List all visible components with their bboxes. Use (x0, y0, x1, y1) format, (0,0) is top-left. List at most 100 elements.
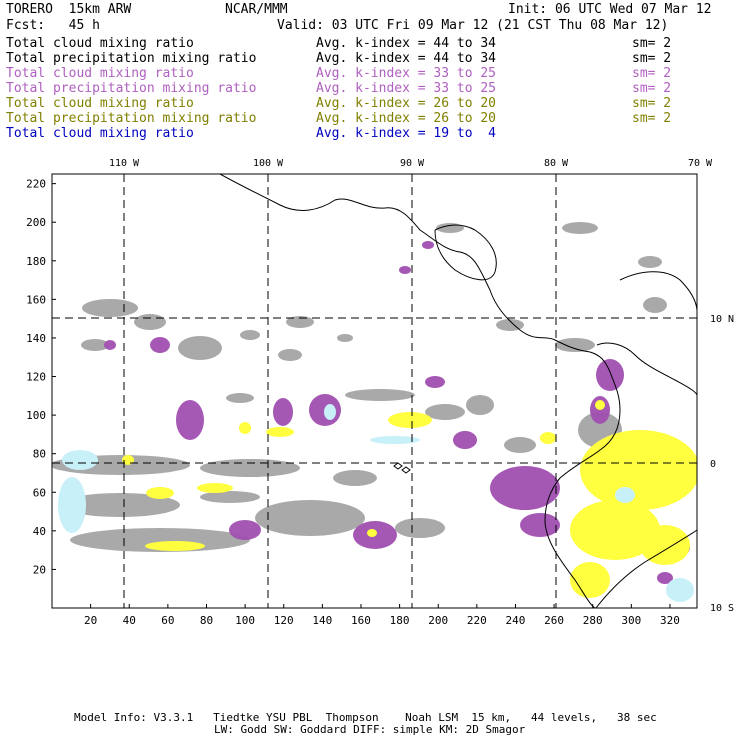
x-tick-label: 220 (467, 614, 487, 627)
lat-label: 0 (710, 459, 716, 470)
legend-row-sm: sm= 2 (632, 111, 672, 126)
kindex-patch (197, 483, 233, 493)
kindex-patch (657, 572, 673, 584)
cloud-patch (226, 393, 254, 403)
legend-row-sm: sm= 2 (632, 36, 672, 51)
kindex-patch (370, 436, 420, 444)
x-tick-label: 200 (428, 614, 448, 627)
valid-time: Valid: 03 UTC Fri 09 Mar 12 (21 CST Thu … (277, 18, 669, 33)
kindex-patch (425, 376, 445, 388)
cloud-patch (200, 491, 260, 503)
cloud-patch (436, 223, 464, 233)
legend-row-kindex: Avg. k-index = 26 to 20 (316, 111, 497, 126)
legend-row-kindex: Avg. k-index = 26 to 20 (316, 96, 497, 111)
x-tick-label: 240 (506, 614, 526, 627)
kindex-patch (615, 487, 635, 503)
legend-row-kindex: Avg. k-index = 19 to 4 (316, 126, 497, 141)
kindex-patch (58, 477, 86, 533)
lon-label: 90 W (400, 158, 425, 169)
kindex-patch (570, 562, 610, 598)
cloud-patch (643, 297, 667, 313)
legend-row-sm: sm= 2 (632, 81, 672, 96)
x-tick-label: 260 (544, 614, 564, 627)
cloud-patch (82, 299, 138, 317)
cloud-patch (555, 338, 595, 352)
legend-row-kindex: Avg. k-index = 33 to 25 (316, 81, 497, 96)
y-tick-label: 160 (26, 293, 46, 306)
legend-row-kindex: Avg. k-index = 44 to 34 (316, 51, 497, 66)
lon-label: 80 W (544, 158, 569, 169)
model-info: Model Info: V3.3.1 Tiedtke YSU PBL Thomp… (74, 711, 657, 724)
cloud-patch (504, 437, 536, 453)
run-name: TORERO 15km ARW (6, 2, 132, 17)
legend-row-name: Total cloud mixing ratio (6, 36, 194, 51)
x-tick-label: 280 (583, 614, 603, 627)
cloud-patch (81, 339, 109, 351)
kindex-patch (640, 525, 690, 565)
map-frame (51, 173, 698, 609)
axis-ticks: 20 40 60 80 100 120 140 160 180 200 220 240 260 280 30… (26, 178, 680, 627)
cloud-patch (134, 314, 166, 330)
x-tick-label: 320 (660, 614, 680, 627)
kindex-patch (388, 412, 432, 428)
kindex-patch (150, 337, 170, 353)
x-tick-label: 40 (123, 614, 136, 627)
cloud-patch (60, 493, 180, 517)
kindex-patch (146, 487, 174, 499)
legend-row-name: Total cloud mixing ratio (6, 96, 194, 111)
y-tick-label: 220 (26, 178, 46, 191)
cloud-patch (333, 470, 377, 486)
cloud-patch (278, 349, 302, 361)
legend-row-name: Total precipitation mixing ratio (6, 111, 257, 126)
legend-row-sm: sm= 2 (632, 96, 672, 111)
legend-row-kindex: Avg. k-index = 44 to 34 (316, 36, 497, 51)
x-tick-label: 20 (84, 614, 97, 627)
x-tick-label: 120 (274, 614, 294, 627)
kindex-patch (266, 427, 294, 437)
lat-lon-grid (52, 174, 697, 608)
legend-row-sm: sm= 2 (632, 51, 672, 66)
legend-row-name: Total cloud mixing ratio (6, 126, 194, 141)
cloud-patch (562, 222, 598, 234)
cloud-patch (345, 389, 415, 401)
cloud-patch (200, 459, 300, 477)
cloud-patch (466, 395, 494, 415)
kindex-patch (145, 541, 205, 551)
kindex-patch (104, 340, 116, 350)
coastline (219, 174, 697, 608)
y-tick-label: 80 (33, 448, 46, 461)
legend-row-kindex: Avg. k-index = 33 to 25 (316, 66, 497, 81)
cloud-patch (240, 330, 260, 340)
y-tick-label: 40 (33, 525, 46, 538)
legend-row-name: Total precipitation mixing ratio (6, 51, 257, 66)
kindex-patch (596, 359, 624, 391)
forecast-hour: Fcst: 45 h (6, 18, 100, 33)
kindex-patch (422, 241, 434, 249)
kindex-patch (490, 466, 560, 510)
x-tick-label: 100 (235, 614, 255, 627)
lon-label: 110 W (109, 158, 140, 169)
kindex-patch (666, 578, 694, 602)
x-tick-label: 180 (390, 614, 410, 627)
cloud-patch (178, 336, 222, 360)
kindex-patch (570, 500, 660, 560)
kindex-patch (273, 398, 293, 426)
lat-label: 10 N (710, 314, 734, 325)
legend-row-name: Total cloud mixing ratio (6, 66, 194, 81)
physics-info: LW: Godd SW: Goddard DIFF: simple KM: 2D… (214, 723, 526, 736)
x-tick-label: 80 (200, 614, 213, 627)
kindex-patch (239, 422, 251, 434)
kindex-patch (176, 400, 204, 440)
kindex-patch (453, 431, 477, 449)
cloud-patch (395, 518, 445, 538)
x-tick-label: 140 (312, 614, 332, 627)
x-tick-label: 160 (351, 614, 371, 627)
lat-label: 10 S (710, 603, 734, 614)
y-tick-label: 120 (26, 371, 46, 384)
x-tick-label: 60 (161, 614, 174, 627)
kindex-patch (324, 404, 336, 420)
kindex-patch (399, 266, 411, 274)
kindex-patch (595, 400, 605, 410)
cloud-patch (425, 404, 465, 420)
